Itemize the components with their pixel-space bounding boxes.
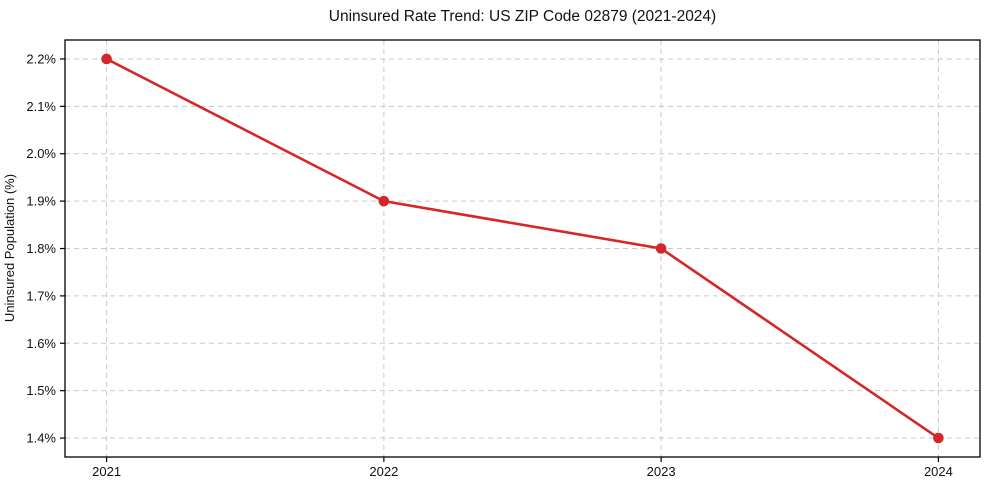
data-point-marker [933,432,944,444]
chart-title: Uninsured Rate Trend: US ZIP Code 02879 … [328,8,717,25]
y-tick-label: 2.1% [26,99,56,114]
x-tick-label: 2021 [92,464,121,479]
y-tick-label: 1.8% [26,241,56,256]
y-tick-label: 1.9% [26,194,56,209]
y-tick-label: 2.2% [26,51,56,66]
axis-ticks [60,58,940,462]
data-series [101,53,944,444]
data-point-marker [101,53,112,65]
gridlines [65,40,980,457]
y-tick-label: 1.5% [26,383,56,398]
series-line [105,57,940,440]
data-point-marker [378,195,390,207]
x-tick-label: 2022 [369,464,398,479]
x-tick-label: 2024 [924,464,953,479]
tick-labels: 1.4% 1.5% 1.6% 1.7% 1.8% 1.9% 2.0% 2.1% 2.2% 2021… [26,51,953,479]
y-axis-title: Uninsured Population (%) [2,174,17,322]
y-tick-label: 1.7% [26,288,56,303]
y-tick-label: 1.4% [26,431,56,446]
data-point-marker [655,243,667,254]
y-tick-label: 2.0% [26,146,56,161]
x-tick-label: 2023 [647,464,676,479]
y-tick-label: 1.6% [26,336,56,351]
